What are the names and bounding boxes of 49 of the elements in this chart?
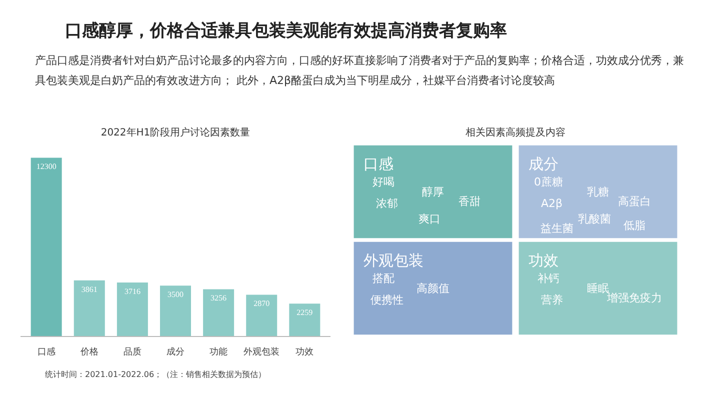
x-tick-label: 外观包装	[244, 346, 280, 358]
text: 补钙	[538, 272, 560, 286]
data-label: 3256	[210, 294, 227, 303]
text: 统计时间：2021.01-2022.06；（注：销售相关数据为预估）	[45, 369, 266, 380]
data-label: 2259	[296, 308, 313, 318]
bar	[289, 304, 320, 336]
bar	[74, 280, 105, 336]
data-label: 12300	[36, 162, 56, 172]
text: 爽口	[418, 212, 441, 226]
category-label: 功效	[528, 252, 559, 270]
x-tick-label: 功能	[210, 346, 228, 358]
text: 乳酸菌	[578, 212, 612, 226]
category-label: 外观包装	[364, 252, 424, 270]
bar	[203, 289, 234, 336]
text: 口感醇厚，价格合适兼具包装美观能有效提高消费者复购率	[65, 20, 508, 43]
text: 乳糖	[587, 185, 609, 198]
category-label: 成分	[528, 155, 559, 174]
x-tick-label: 成分	[166, 346, 184, 358]
text: 浓郁	[376, 196, 398, 210]
text: 产品口感是消费者针对白奶产品讨论最多的内容方向，口感的好坏直接影响了消费者对于产品的复购率；价格合适，功效成分优秀，兼具包装美观是白奶产品的有效改进方向； 此外，A2β酪蛋白成为当下明星成分，社媒平台消费者讨论度较高	[35, 53, 685, 90]
text: 便携性	[370, 293, 404, 306]
text: 睡眠	[587, 282, 609, 295]
category-label: 口感	[364, 155, 394, 174]
text: 搭配	[372, 272, 394, 286]
text: 益生菌	[540, 222, 574, 235]
text: 低脂	[623, 219, 646, 232]
bar	[160, 286, 191, 336]
x-tick-label: 品质	[123, 346, 142, 358]
x-tick-label: 口感	[37, 346, 56, 358]
data-label: 3861	[81, 284, 98, 294]
x-tick-label: 功效	[296, 346, 314, 358]
text: 相关因素高频提及内容	[466, 126, 566, 138]
bar	[246, 294, 278, 336]
text: 高蛋白	[618, 194, 651, 208]
text: 营养	[540, 293, 563, 306]
text: 增强免疫力	[606, 291, 662, 304]
chart-title: 2022年H1阶段用户讨论因素数量	[100, 126, 250, 138]
data-label: 3716	[124, 286, 140, 296]
text: A2β	[541, 196, 563, 210]
bar	[116, 282, 148, 336]
text: 高颜值	[416, 282, 450, 295]
data-label: 2870	[254, 299, 270, 308]
text: 醇厚	[422, 185, 444, 198]
text: 香甜	[458, 194, 480, 208]
text: 0蔗糖	[534, 176, 563, 189]
text: 好喝	[372, 176, 394, 189]
bar	[30, 158, 62, 336]
x-tick-label: 价格	[79, 346, 98, 358]
data-label: 3500	[168, 290, 184, 300]
